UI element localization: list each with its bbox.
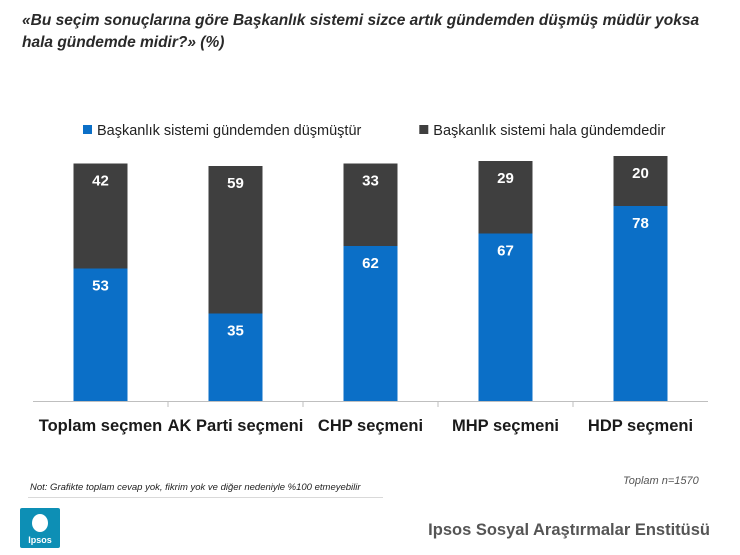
data-label-chp-secmeni-s1: 33 bbox=[362, 173, 379, 190]
chart-title: «Bu seçim sonuçlarına göre Başkanlık sis… bbox=[22, 10, 712, 54]
legend-swatch-0 bbox=[83, 125, 92, 134]
data-label-ak-parti-secmeni-s1: 59 bbox=[227, 175, 244, 192]
bar-ak-parti-secmeni-s1 bbox=[208, 166, 263, 314]
data-label-ak-parti-secmeni-s0: 35 bbox=[227, 323, 244, 340]
stacked-bar-chart: Başkanlık sistemi gündemden düşmüştür Baş… bbox=[33, 123, 708, 435]
data-label-mhp-secmeni-s1: 29 bbox=[497, 170, 514, 187]
bar-ak-parti-secmeni-s0 bbox=[208, 313, 263, 401]
sample-size: Toplam n=1570 bbox=[623, 475, 699, 487]
ipsos-logo: Ipsos bbox=[20, 508, 60, 548]
category-label-ak-parti-secmeni: AK Parti seçmeni bbox=[168, 417, 304, 435]
bar-mhp-secmeni-s0 bbox=[478, 233, 533, 401]
data-label-toplam-secmen-s1: 42 bbox=[92, 173, 109, 190]
brand-name: Ipsos Sosyal Araştırmalar Enstitüsü bbox=[428, 521, 710, 539]
bar-mhp-secmeni-s1 bbox=[478, 161, 533, 234]
bar-toplam-secmen-s1 bbox=[73, 163, 128, 269]
bar-hdp-secmeni-s1 bbox=[613, 156, 668, 206]
bar-hdp-secmeni-s0 bbox=[613, 206, 668, 401]
logo-dot bbox=[32, 514, 48, 532]
bar-chp-secmeni-s0 bbox=[343, 246, 398, 401]
category-label-mhp-secmeni: MHP seçmeni bbox=[452, 417, 559, 435]
bar-chp-secmeni-s1 bbox=[343, 163, 398, 246]
legend-label-0: Başkanlık sistemi gündemden düşmüştür bbox=[97, 123, 362, 139]
data-label-mhp-secmeni-s0: 67 bbox=[497, 243, 514, 260]
data-label-chp-secmeni-s0: 62 bbox=[362, 255, 379, 272]
bar-toplam-secmen-s0 bbox=[73, 268, 128, 401]
category-label-hdp-secmeni: HDP seçmeni bbox=[588, 417, 693, 435]
legend-swatch-1 bbox=[419, 125, 429, 134]
data-label-hdp-secmeni-s1: 20 bbox=[632, 165, 649, 182]
category-label-chp-secmeni: CHP seçmeni bbox=[318, 417, 423, 435]
unit-label: (%) bbox=[200, 34, 225, 51]
footnote: Not: Grafikte toplam cevap yok, fikrim y… bbox=[30, 482, 361, 493]
data-label-toplam-secmen-s0: 53 bbox=[92, 278, 109, 295]
legend-label-1: Başkanlık sistemi hala gündemdedir bbox=[433, 123, 665, 139]
question-text: «Bu seçim sonuçlarına göre Başkanlık sis… bbox=[22, 12, 700, 51]
data-label-hdp-secmeni-s0: 78 bbox=[632, 215, 649, 232]
category-label-toplam-secmen: Toplam seçmen bbox=[39, 417, 162, 435]
logo-text: Ipsos bbox=[28, 535, 52, 545]
footnote-divider bbox=[28, 497, 383, 498]
